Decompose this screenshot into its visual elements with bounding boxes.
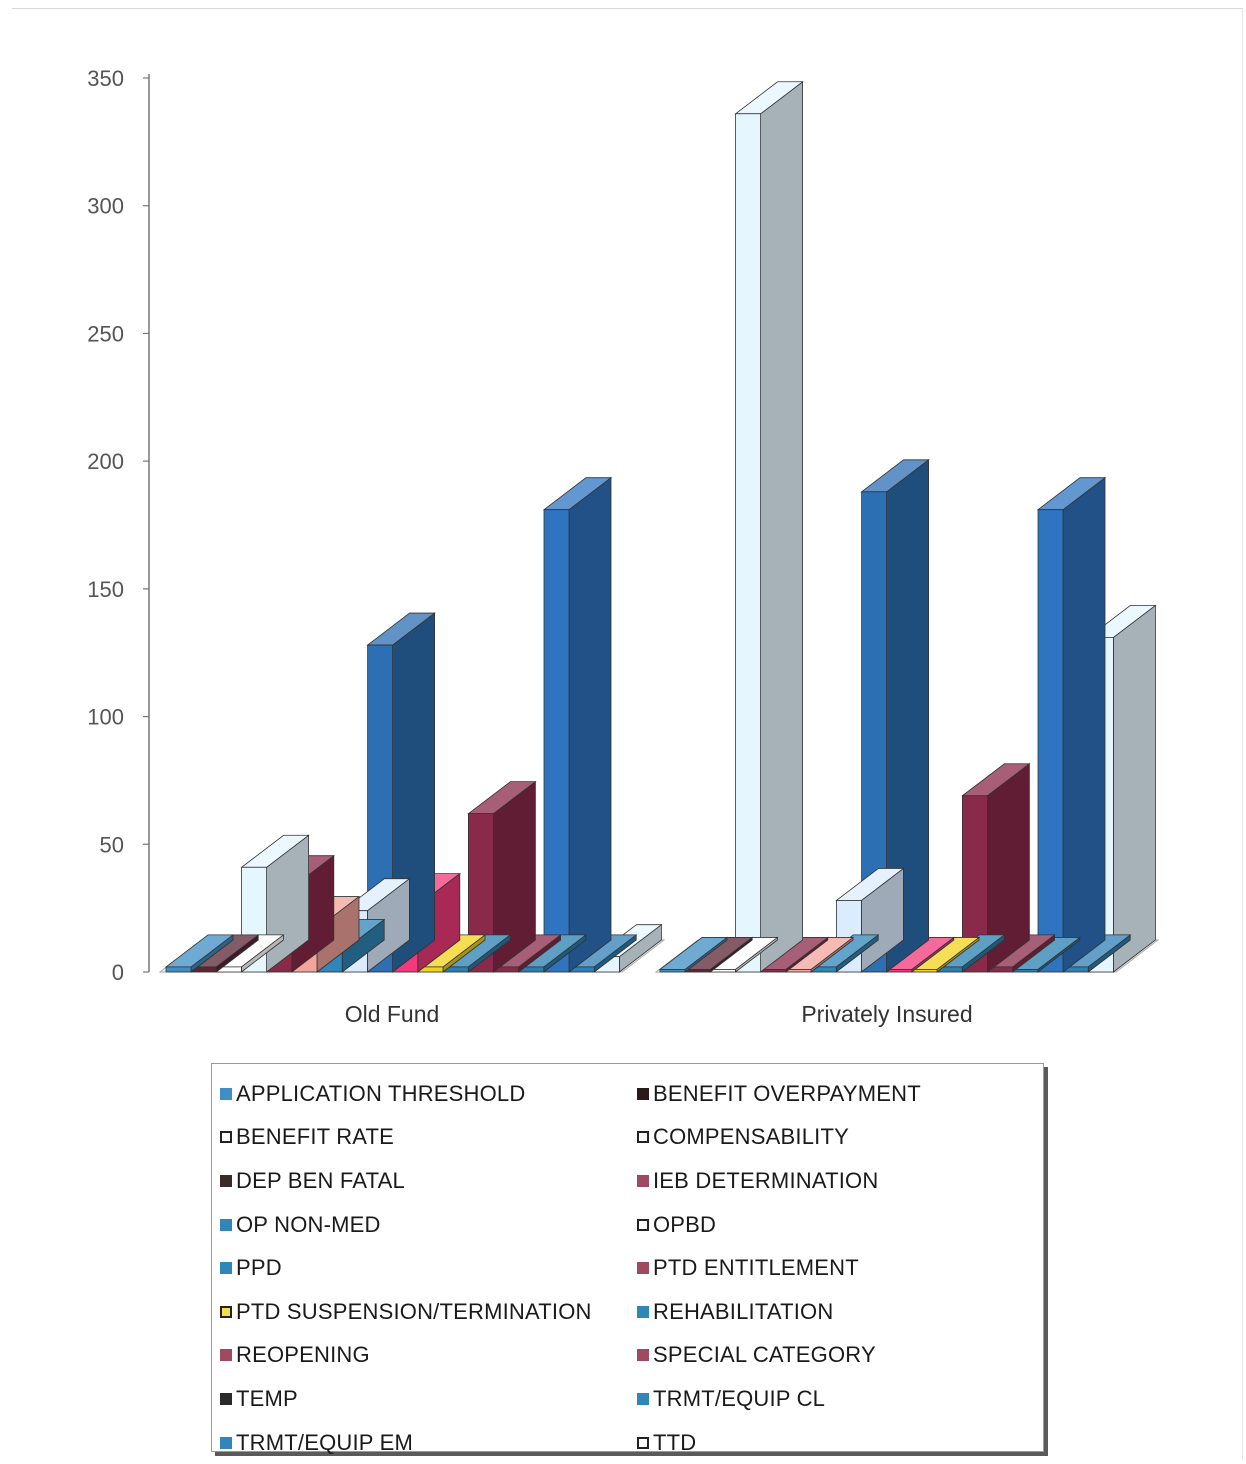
bar-front xyxy=(165,966,192,973)
legend-label: BENEFIT OVERPAYMENT xyxy=(653,1080,921,1106)
legend-swatch xyxy=(220,1174,232,1187)
legend-swatch xyxy=(220,1305,232,1318)
bar xyxy=(709,936,779,973)
bar-side xyxy=(568,476,612,973)
category-label: Old Fund xyxy=(345,1001,440,1027)
legend-swatch xyxy=(637,1262,649,1275)
legend-label: DEP BEN FATAL xyxy=(236,1167,405,1193)
legend-swatch xyxy=(637,1131,649,1144)
bar xyxy=(734,80,804,973)
bar xyxy=(835,867,905,973)
legend-swatch xyxy=(220,1131,232,1144)
bar-front xyxy=(1037,509,1064,973)
legend-label: APPLICATION THRESHOLD xyxy=(236,1080,526,1106)
bar xyxy=(1036,476,1107,973)
y-tick-label: 50 xyxy=(100,832,124,857)
legend-swatch xyxy=(637,1218,649,1231)
legend-item: TTD xyxy=(637,1421,1040,1464)
category-labels: Old Fund Privately Insured xyxy=(345,1001,973,1027)
legend-label: TRMT/EQUIP CL xyxy=(653,1385,826,1411)
legend-item: TEMP xyxy=(220,1377,637,1421)
y-tick-label: 0 xyxy=(112,960,124,985)
bar xyxy=(164,934,235,973)
legend-item: PTD SUSPENSION/TERMINATION xyxy=(220,1290,637,1334)
legend-swatch xyxy=(637,1174,649,1187)
legend-label: BENEFIT RATE xyxy=(236,1124,395,1150)
legend-label: OP NON-MED xyxy=(236,1211,381,1237)
legend-item: APPLICATION THRESHOLD xyxy=(220,1072,637,1116)
bar-side xyxy=(1062,476,1106,973)
legend-label: PTD SUSPENSION/TERMINATION xyxy=(236,1298,592,1324)
chart-frame xyxy=(12,8,1243,1459)
y-tick-label: 200 xyxy=(87,449,124,474)
category-label: Privately Insured xyxy=(801,1001,972,1027)
bar-chart-3d: 0 50 100 150 200 250 300 350 Old Fund Privately … xyxy=(87,66,1160,1027)
legend-label: OPBD xyxy=(653,1211,717,1237)
bar xyxy=(658,936,729,973)
legend-item: DEP BEN FATAL xyxy=(220,1159,637,1203)
legend-item: TRMT/EQUIP EM xyxy=(220,1421,637,1464)
legend-swatch xyxy=(637,1087,649,1100)
legend-swatch xyxy=(637,1436,649,1449)
legend-label: TRMT/EQUIP EM xyxy=(236,1429,413,1455)
legend-item: PTD ENTITLEMENT xyxy=(637,1246,1040,1290)
bar xyxy=(910,936,981,973)
legend-item: BENEFIT RATE xyxy=(220,1116,637,1160)
bar-front xyxy=(886,969,913,973)
y-tick-label: 350 xyxy=(87,66,124,91)
bar xyxy=(542,476,613,973)
legend-label: REOPENING xyxy=(236,1342,370,1368)
bars xyxy=(158,80,1160,973)
legend-label: COMPENSABILITY xyxy=(653,1124,849,1150)
legend-label: SPECIAL CATEGORY xyxy=(653,1342,876,1368)
legend-swatch xyxy=(637,1392,649,1405)
legend-swatch xyxy=(637,1349,649,1362)
legend-swatch xyxy=(220,1087,232,1100)
legend-swatch xyxy=(220,1349,232,1362)
legend-item: COMPENSABILITY xyxy=(637,1116,1040,1160)
legend-swatch xyxy=(220,1436,232,1449)
y-tick-label: 250 xyxy=(87,321,124,346)
bar-front xyxy=(684,969,711,973)
legend-swatch xyxy=(637,1305,649,1318)
y-tick-label: 100 xyxy=(87,705,124,730)
bar-front xyxy=(735,113,761,973)
legend-item: SPECIAL CATEGORY xyxy=(637,1334,1040,1378)
legend-item: REHABILITATION xyxy=(637,1290,1040,1334)
bar-front xyxy=(785,969,812,973)
legend-item: TRMT/EQUIP CL xyxy=(637,1377,1040,1421)
bar-front xyxy=(710,969,736,973)
legend-swatch xyxy=(220,1262,232,1275)
bar-side xyxy=(1113,604,1156,973)
legend-grid: APPLICATION THRESHOLD BENEFIT OVERPAYMENT… xyxy=(220,1072,1040,1464)
bar-side xyxy=(760,80,803,973)
legend: APPLICATION THRESHOLD BENEFIT OVERPAYMENT… xyxy=(211,1063,1044,1455)
legend-label: IEB DETERMINATION xyxy=(653,1167,879,1193)
legend-swatch xyxy=(220,1218,232,1231)
legend-swatch xyxy=(220,1392,232,1405)
legend-label: PPD xyxy=(236,1255,282,1281)
bar xyxy=(961,762,1031,973)
y-axis: 0 50 100 150 200 250 300 350 xyxy=(87,66,150,985)
legend-label: TTD xyxy=(653,1429,697,1455)
bar-front xyxy=(1012,969,1039,973)
legend-label: TEMP xyxy=(236,1385,298,1411)
y-tick-label: 300 xyxy=(87,194,124,219)
legend-item: IEB DETERMINATION xyxy=(637,1159,1040,1203)
bar-front xyxy=(659,969,686,973)
legend-item: PPD xyxy=(220,1246,637,1290)
legend-label: PTD ENTITLEMENT xyxy=(653,1255,859,1281)
legend-label: REHABILITATION xyxy=(653,1298,834,1324)
bar xyxy=(784,936,855,973)
bar-front xyxy=(911,969,938,973)
legend-item: BENEFIT OVERPAYMENT xyxy=(637,1072,1040,1116)
bar-front xyxy=(543,509,570,973)
bar xyxy=(1011,936,1081,973)
legend-item: REOPENING xyxy=(220,1334,637,1378)
legend-item: OPBD xyxy=(637,1203,1040,1247)
legend-item: OP NON-MED xyxy=(220,1203,637,1247)
y-tick-label: 150 xyxy=(87,577,124,602)
bar-front xyxy=(760,969,787,973)
bar xyxy=(885,936,955,973)
